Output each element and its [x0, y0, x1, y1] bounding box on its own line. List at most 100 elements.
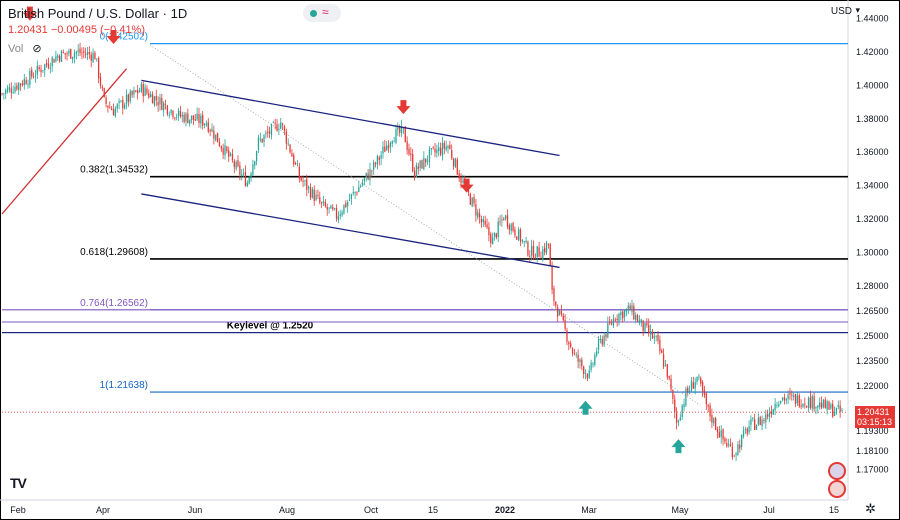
candle-body	[662, 354, 665, 367]
indicator-wave-icon: ≈	[322, 5, 329, 19]
candle-body	[633, 306, 635, 320]
candle-body	[233, 161, 235, 168]
candle-body	[283, 126, 286, 131]
candle-body	[560, 311, 563, 315]
candle-body	[716, 429, 719, 433]
tradingview-logo[interactable]: TV	[10, 475, 27, 491]
candle-body	[447, 145, 449, 149]
candle-body	[272, 122, 274, 124]
candle-body	[400, 126, 403, 134]
gear-icon[interactable]: ✲	[865, 501, 876, 516]
candle-body	[687, 387, 689, 392]
x-tick-label: 2022	[495, 505, 515, 515]
candle-body	[317, 194, 319, 197]
candle-body	[53, 59, 55, 63]
candle-body	[748, 426, 750, 433]
uk-flag-icon[interactable]	[828, 462, 846, 480]
candle-body	[302, 180, 304, 182]
candle-body	[724, 438, 726, 442]
candle-body	[664, 365, 667, 366]
candle-body	[508, 225, 510, 230]
candle-body	[434, 148, 436, 153]
candle-body	[23, 79, 25, 86]
candle-body	[787, 394, 789, 399]
candle-body	[742, 430, 745, 437]
candle-body	[761, 419, 763, 427]
candle-body	[421, 160, 423, 169]
candle-body	[776, 405, 778, 406]
candle-body	[609, 322, 611, 324]
candle-body	[229, 153, 232, 156]
volume-toggle[interactable]: Vol ⊘	[8, 42, 42, 55]
candle-body	[42, 70, 44, 71]
candle-body	[596, 351, 598, 356]
candle-body	[568, 342, 570, 345]
candle-body	[501, 219, 503, 221]
candle-body	[707, 404, 709, 407]
market-status-pill[interactable]: ≈	[303, 4, 341, 22]
candle-body	[754, 419, 756, 430]
candle-body	[588, 370, 590, 378]
candle-body	[540, 257, 542, 259]
x-tick-label: Jun	[188, 505, 203, 515]
candle-body	[222, 148, 224, 155]
candle-body	[746, 428, 748, 434]
candle-body	[558, 310, 561, 316]
candle-body	[32, 77, 35, 79]
symbol-header[interactable]: British Pound / U.S. Dollar · 1D	[8, 6, 187, 21]
candle-body	[185, 113, 187, 122]
chevron-down-icon[interactable]: ▾	[855, 5, 860, 15]
candle-body	[551, 265, 553, 290]
candle-body	[642, 320, 644, 331]
x-tick-label: Aug	[279, 505, 295, 515]
candle-body	[735, 453, 737, 456]
candle-body	[744, 429, 747, 431]
candle-body	[215, 134, 217, 141]
level-label: 0(1.42502)	[100, 32, 148, 43]
us-flag-icon[interactable]	[828, 480, 846, 498]
candle-body	[638, 320, 641, 324]
candle-body	[410, 153, 412, 155]
candle-body	[490, 234, 492, 244]
candle-body	[484, 220, 486, 225]
candle-body	[112, 109, 115, 116]
symbol-separator: ·	[162, 6, 167, 21]
candle-body	[81, 52, 83, 54]
candle-body	[622, 311, 624, 319]
candle-body	[224, 145, 226, 156]
candle-body	[66, 53, 68, 55]
sell-arrow-icon	[396, 100, 411, 115]
candle-body	[726, 443, 728, 447]
level-label: 0.382(1.34532)	[80, 165, 148, 176]
candle-body	[445, 146, 447, 151]
candle-body	[839, 405, 841, 412]
candle-body	[159, 97, 161, 105]
candle-body	[263, 135, 265, 142]
candle-body	[88, 52, 90, 55]
candle-body	[441, 143, 444, 156]
candle-body	[332, 207, 334, 210]
candle-body	[681, 405, 683, 418]
candle-body	[296, 165, 299, 167]
eye-off-icon[interactable]: ⊘	[32, 43, 42, 55]
candle-body	[436, 149, 438, 154]
candle-body	[75, 51, 77, 54]
candle-body	[334, 208, 336, 210]
candle-body	[12, 92, 14, 93]
currency-label[interactable]: USD	[830, 6, 852, 17]
candle-body	[813, 396, 815, 409]
candle-body	[521, 239, 524, 242]
candle-body	[399, 126, 401, 133]
candle-body	[806, 406, 808, 408]
candle-body	[244, 172, 247, 186]
candle-body	[287, 143, 289, 145]
candle-body	[138, 90, 141, 93]
candle-body	[216, 132, 219, 143]
candle-body	[544, 247, 546, 253]
candle-body	[672, 390, 674, 399]
candle-body	[170, 109, 172, 114]
candle-body	[837, 405, 839, 407]
candle-body	[781, 397, 784, 400]
